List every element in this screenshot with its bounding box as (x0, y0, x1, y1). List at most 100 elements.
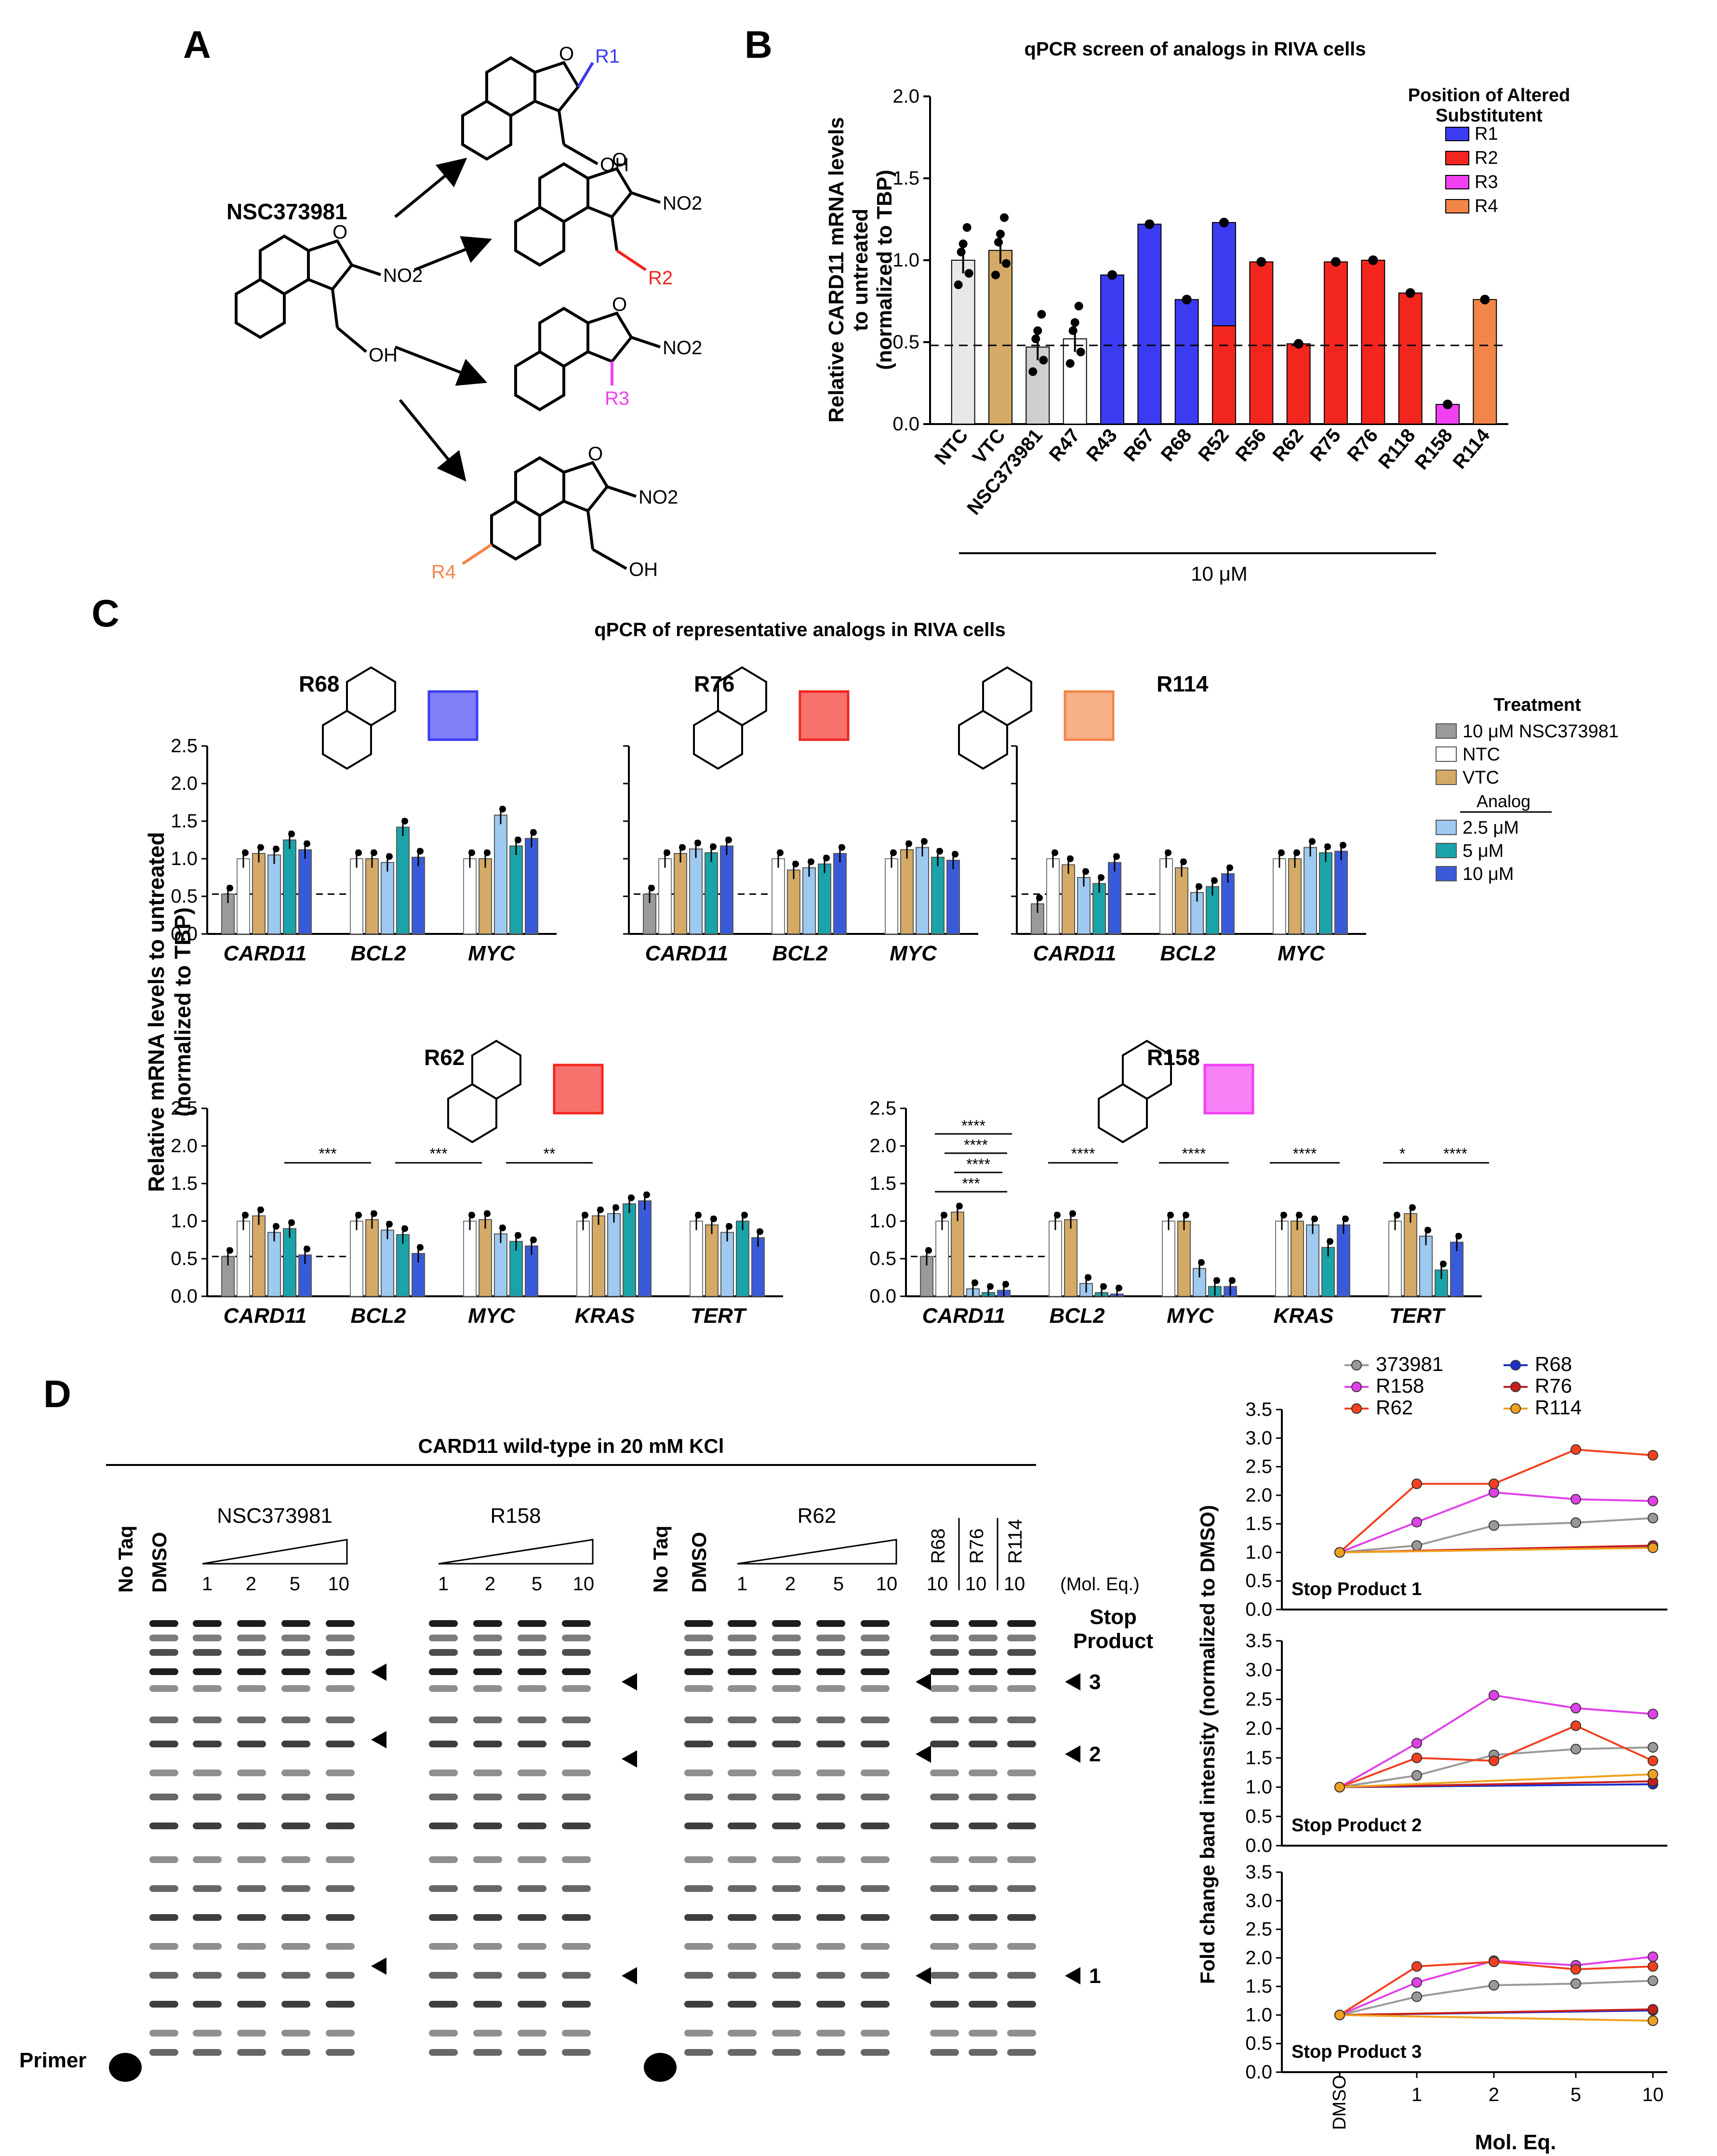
r2-no2-label: NO2 (663, 193, 702, 214)
b-bar (1137, 224, 1162, 425)
b-point (1076, 347, 1085, 357)
gel-band (149, 1914, 178, 1921)
c-point (1069, 1210, 1076, 1217)
d-point (1411, 1991, 1422, 2002)
gel-band (684, 2030, 713, 2036)
gel-equiv-label: 2 (785, 1573, 796, 1595)
r4-structure (462, 456, 637, 570)
c-sig-label: **** (1443, 1145, 1467, 1162)
b-xtick-label: R75 (1306, 425, 1345, 466)
c-point (242, 1211, 249, 1219)
c-ytick-label: 1.0 (171, 1211, 198, 1232)
gel-band (473, 2001, 502, 2008)
gel-group-label: NSC373981 (217, 1504, 333, 1528)
gel-band (326, 1635, 355, 1641)
gel-band (518, 2030, 546, 2036)
panel-b-legend-title-2: Substitutent (1436, 106, 1543, 126)
d-point (1411, 1540, 1422, 1551)
c-legend-swatch (1436, 723, 1457, 739)
c-point (1183, 1211, 1189, 1219)
c-point (355, 849, 362, 856)
c-point (386, 853, 393, 860)
c-point (710, 1215, 717, 1223)
c-structure-ring (1098, 1083, 1148, 1144)
gel-band (237, 1972, 266, 1979)
gel-band (429, 1856, 458, 1863)
c-point (777, 849, 784, 856)
gel-band (969, 1794, 998, 1800)
c-bar (1319, 852, 1332, 935)
c-bar (1077, 877, 1091, 934)
d-series-line (1339, 1546, 1653, 1554)
gel-band (816, 1914, 845, 1921)
gel-band (728, 1943, 757, 1950)
gel-band (861, 1620, 890, 1627)
panel-c-ylabel-1: Relative mRNA levels to untreated (144, 832, 169, 1192)
gel-band (969, 1635, 998, 1641)
gel-band (816, 1685, 845, 1692)
b-point (1068, 326, 1078, 335)
c-bar (592, 1215, 605, 1297)
gel-band (326, 2030, 355, 2036)
d-ytick-label: 3.5 (1245, 1630, 1272, 1651)
c-bar (412, 856, 425, 934)
gel-band (281, 1741, 310, 1747)
gel-arrowhead (371, 1664, 386, 1681)
b-legend-swatch (1445, 127, 1469, 141)
gel-band (969, 1668, 998, 1675)
gel-moleq-label: (Mol. Eq.) (1060, 1574, 1140, 1595)
c-xtick-label: MYC (468, 942, 516, 965)
gel-band (326, 1620, 355, 1627)
c-bar (283, 1228, 296, 1297)
c-ytick-label: 0.5 (869, 1248, 896, 1269)
gel-band (326, 1943, 355, 1950)
gel-band (326, 1856, 355, 1863)
c-point (890, 849, 897, 856)
gel-band (562, 1635, 591, 1641)
b-ytick-label: 1.0 (892, 250, 919, 271)
c-structure-ring (693, 709, 743, 770)
gel-lane-label: No Taq (649, 1526, 672, 1593)
gel-band (518, 1770, 546, 1776)
c-point (582, 1211, 588, 1219)
b-xtick-label: R158 (1411, 425, 1457, 474)
c-bar (1064, 1219, 1078, 1297)
gel-band (816, 1770, 845, 1776)
d-subplot-title: Stop Product 1 (1291, 1579, 1422, 1599)
panel-label-d: D (43, 1372, 71, 1415)
c-ytick-label: 2.5 (171, 735, 198, 757)
r4-no2-label: NO2 (639, 487, 678, 508)
r1-oh-label: OH (600, 154, 629, 175)
c-substituent-highlight (553, 1064, 604, 1115)
d-point (1648, 1450, 1658, 1461)
gel-band (237, 2049, 266, 2056)
gel-stop-number: 3 (1089, 1670, 1101, 1694)
b-legend-label: R4 (1475, 196, 1498, 216)
b-point (1256, 257, 1266, 267)
c-point (987, 1283, 994, 1290)
gel-band (1007, 1668, 1036, 1675)
panel-c-title: qPCR of representative analogs in RIVA c… (594, 619, 1006, 640)
gel-band (728, 2049, 757, 2056)
gel-band (473, 1943, 502, 1950)
r2-o-label: O (612, 149, 627, 171)
gel-band (326, 1668, 355, 1675)
d-point (1411, 1770, 1422, 1781)
b-legend-label: R3 (1475, 172, 1498, 192)
c-point (1455, 1233, 1462, 1240)
c-point (1196, 883, 1202, 890)
gel-band (969, 1770, 998, 1776)
c-point (1409, 1204, 1416, 1211)
c-xtick-label: TERT (691, 1304, 747, 1328)
c-point (808, 858, 814, 865)
gel-band (149, 1668, 178, 1675)
gel-band (429, 1823, 458, 1829)
gel-band (473, 1914, 502, 1921)
d-ytick-label: 2.5 (1245, 1919, 1272, 1940)
gel-lane-label: No Taq (114, 1526, 137, 1593)
c-bar (689, 848, 703, 934)
gel-band (429, 2049, 458, 2056)
gel-equiv-label: 10 (328, 1573, 349, 1595)
b-bar (1361, 260, 1385, 425)
